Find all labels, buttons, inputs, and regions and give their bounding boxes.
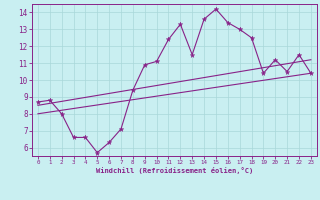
X-axis label: Windchill (Refroidissement éolien,°C): Windchill (Refroidissement éolien,°C) — [96, 167, 253, 174]
